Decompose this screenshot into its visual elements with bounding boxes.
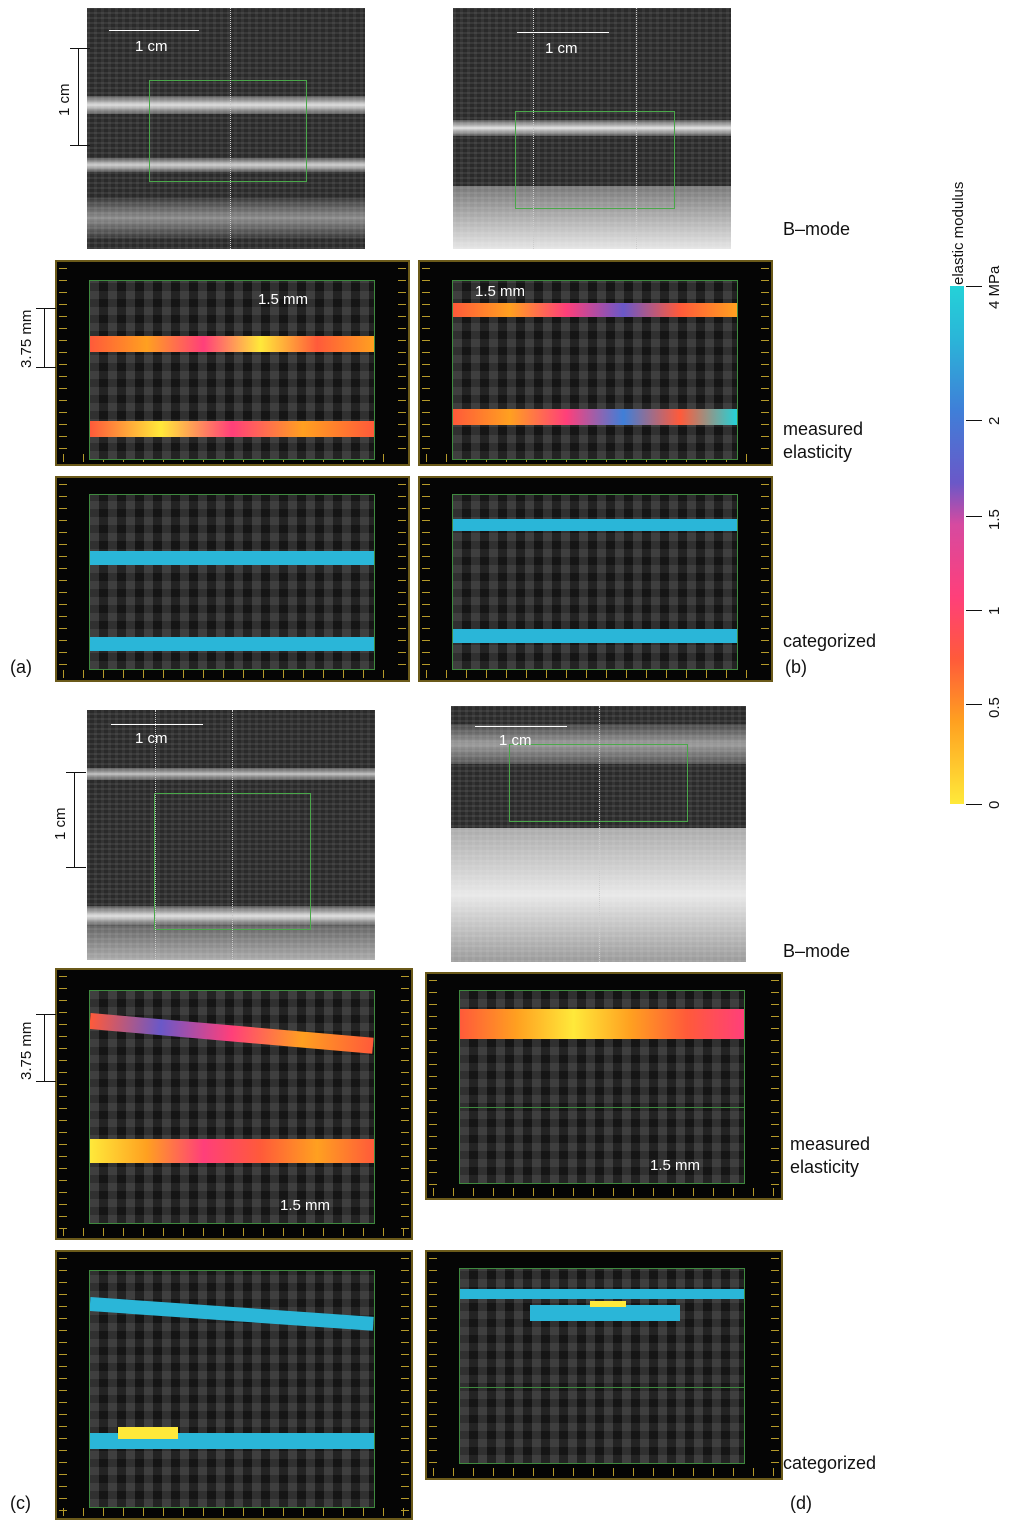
colorbar-tick-label: 2 — [986, 416, 1003, 425]
panel-letter-d: (d) — [790, 1493, 812, 1513]
scale-1cm-label: 1 cm — [545, 40, 578, 57]
elasticity-panel-b: 1.5 mm — [418, 260, 773, 466]
colorbar-tick — [966, 704, 982, 705]
elasticity-panel-c: 1.5 mm — [55, 968, 413, 1240]
scale-1cm-label: 1 cm — [135, 38, 168, 55]
roi-box — [509, 744, 688, 822]
row-label-categorized: categorized — [783, 631, 877, 651]
row-label-measured-line2: elasticity — [783, 442, 853, 462]
scale-1-5mm-label: 1.5 mm — [258, 291, 309, 308]
elasticity-panel-d: 1.5 mm — [425, 972, 783, 1200]
row-label-bmode: B–mode — [783, 219, 851, 239]
bmode-image-b: 1 cm — [453, 8, 731, 249]
panel-letter-c: (c) — [10, 1493, 31, 1513]
elasticity-panel-a: 1.5 mm — [55, 260, 410, 466]
roi-box — [515, 111, 675, 209]
categorized-panel-b — [418, 476, 773, 682]
vertical-scale-3-75mm — [36, 308, 56, 368]
colorbar — [950, 286, 964, 804]
colorbar-tick — [966, 804, 982, 805]
row-label-measured-line1: measured — [790, 1134, 871, 1154]
bmode-image-a: 1 cm — [87, 8, 365, 249]
roi-box — [149, 80, 307, 182]
scale-1-5mm-label: 1.5 mm — [475, 283, 526, 300]
colorbar-tick — [966, 610, 982, 611]
row-label-measured-line2: elasticity — [790, 1157, 860, 1177]
scale-3-75mm-vertical-label: 3.75 mm — [18, 309, 35, 368]
vertical-scale-3-75mm — [36, 1014, 56, 1082]
scale-1cm-vertical-label: 1 cm — [52, 807, 69, 840]
row-label-categorized: categorized — [783, 1453, 877, 1473]
colorbar-tick — [966, 420, 982, 421]
categorized-panel-c — [55, 1250, 413, 1520]
row-label-bmode: B–mode — [783, 941, 851, 961]
colorbar-tick-label: 1.5 — [986, 508, 1003, 530]
scale-1cm-vertical-label: 1 cm — [56, 83, 73, 116]
colorbar-tick-label: 0 — [986, 800, 1003, 809]
scale-1cm-label: 1 cm — [499, 732, 532, 749]
bmode-image-d: 1 cm — [451, 706, 746, 962]
panel-letter-b: (b) — [785, 657, 807, 677]
categorized-panel-d — [425, 1250, 783, 1480]
colorbar-title: elastic modulus — [950, 181, 967, 285]
row-label-measured-line1: measured — [783, 419, 864, 439]
colorbar-tick — [966, 516, 982, 517]
colorbar-tick-label: 0.5 — [986, 696, 1003, 718]
scale-1-5mm-label: 1.5 mm — [280, 1197, 331, 1214]
vertical-scale-1cm — [66, 772, 86, 868]
scale-1-5mm-label: 1.5 mm — [650, 1157, 701, 1174]
bmode-image-c: 1 cm — [87, 710, 375, 960]
panel-letter-a: (a) — [10, 657, 32, 677]
colorbar-tick — [966, 286, 982, 287]
vertical-scale-1cm — [70, 48, 90, 146]
colorbar-tick-label: 1 — [986, 606, 1003, 615]
categorized-panel-a — [55, 476, 410, 682]
colorbar-tick-label: 4 MPa — [986, 265, 1003, 309]
scale-3-75mm-vertical-label: 3.75 mm — [18, 1021, 35, 1080]
scale-1cm-label: 1 cm — [135, 730, 168, 747]
